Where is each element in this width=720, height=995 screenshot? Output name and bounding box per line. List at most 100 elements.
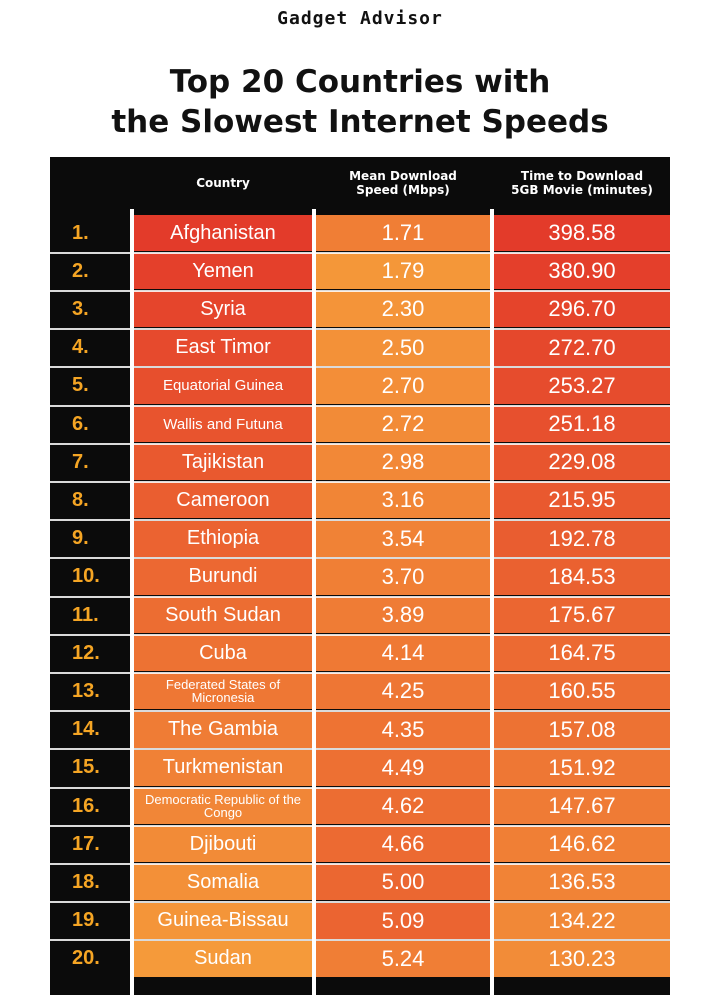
download-speed-value: 1.79 [316, 253, 490, 290]
rank-label: 10. [72, 565, 100, 588]
speed-table: Country Mean Download Speed (Mbps) Time … [50, 157, 670, 995]
download-speed-value: 4.49 [316, 749, 490, 786]
country-name: Federated States of Micronesia [134, 673, 312, 710]
header-speed: Mean Download Speed (Mbps) [316, 157, 490, 209]
header-speed-line-2: Speed (Mbps) [356, 183, 450, 197]
row-divider [50, 633, 670, 636]
country-name: Wallis and Futuna [134, 406, 312, 442]
row-divider [50, 595, 670, 598]
rank-label: 19. [72, 909, 100, 932]
country-name: Democratic Republic of the Congo [134, 788, 312, 824]
row-divider [50, 671, 670, 674]
country-name: Somalia [134, 864, 312, 901]
download-speed-value: 4.25 [316, 673, 490, 710]
download-time-value: 380.90 [494, 253, 670, 290]
row-divider [50, 824, 670, 827]
download-speed-value: 3.89 [316, 597, 490, 633]
country-name: Cuba [134, 635, 312, 672]
row-divider [50, 404, 670, 407]
download-time-value: 229.08 [494, 444, 670, 481]
header-time: Time to Download 5GB Movie (minutes) [494, 157, 670, 209]
rank-label: 8. [72, 488, 89, 511]
download-speed-value: 4.35 [316, 711, 490, 748]
rank-label: 18. [72, 870, 100, 893]
country-name: Yemen [134, 253, 312, 290]
rank-label: 11. [72, 603, 99, 626]
download-speed-value: 5.24 [316, 940, 490, 977]
rank-label: 7. [72, 450, 89, 473]
download-speed-value: 5.09 [316, 902, 490, 939]
rank-label: 15. [72, 756, 100, 779]
header-time-line-1: Time to Download [520, 169, 644, 183]
row-divider [50, 557, 670, 560]
row-divider [50, 939, 670, 942]
title-line-1: Top 20 Countries with [169, 64, 551, 100]
country-name: Ethiopia [134, 520, 312, 557]
download-speed-value: 4.66 [316, 826, 490, 863]
row-divider [50, 366, 670, 369]
row-divider [50, 328, 670, 331]
download-time-value: 160.55 [494, 673, 670, 710]
row-divider [50, 901, 670, 904]
country-name: Turkmenistan [134, 749, 312, 786]
download-time-value: 157.08 [494, 711, 670, 748]
download-time-value: 134.22 [494, 902, 670, 939]
rank-label: 9. [72, 527, 89, 550]
download-speed-value: 3.54 [316, 520, 490, 557]
download-time-value: 175.67 [494, 597, 670, 633]
header-country: Country [196, 176, 250, 190]
download-time-value: 296.70 [494, 291, 670, 328]
download-time-value: 398.58 [494, 215, 670, 251]
country-name: Syria [134, 291, 312, 328]
download-speed-value: 2.30 [316, 291, 490, 328]
rank-label: 16. [72, 794, 100, 817]
row-divider [50, 748, 670, 751]
download-time-value: 184.53 [494, 558, 670, 595]
download-speed-value: 2.98 [316, 444, 490, 481]
rank-label: 13. [72, 679, 100, 702]
download-time-value: 164.75 [494, 635, 670, 672]
country-name: Burundi [134, 558, 312, 595]
download-time-value: 272.70 [494, 329, 670, 366]
header-speed-line-1: Mean Download [349, 169, 457, 183]
brand-logo: Gadget Advisor [277, 8, 443, 29]
table-header: Country Mean Download Speed (Mbps) Time … [50, 157, 670, 209]
column-divider [130, 209, 134, 995]
download-time-value: 192.78 [494, 520, 670, 557]
country-name: The Gambia [134, 711, 312, 748]
download-time-value: 136.53 [494, 864, 670, 901]
rank-label: 6. [72, 412, 89, 435]
rank-label: 2. [72, 259, 89, 282]
row-divider [50, 289, 670, 292]
rank-label: 12. [72, 641, 100, 664]
download-speed-value: 2.50 [316, 329, 490, 366]
country-name: Cameroon [134, 482, 312, 519]
rank-label: 3. [72, 297, 89, 320]
country-name: Tajikistan [134, 444, 312, 481]
download-time-value: 130.23 [494, 940, 670, 977]
download-time-value: 147.67 [494, 788, 670, 824]
download-speed-value: 3.70 [316, 558, 490, 595]
row-divider [50, 519, 670, 522]
country-name: Afghanistan [134, 215, 312, 251]
column-divider [490, 209, 494, 995]
rank-label: 1. [72, 221, 89, 244]
download-time-value: 146.62 [494, 826, 670, 863]
row-divider [50, 480, 670, 483]
rank-label: 4. [72, 336, 89, 359]
row-divider [50, 251, 670, 254]
country-name: Guinea-Bissau [134, 902, 312, 939]
country-name: Equatorial Guinea [134, 367, 312, 404]
rank-label: 5. [72, 374, 89, 397]
title-line-2: the Slowest Internet Speeds [111, 104, 609, 140]
download-time-value: 251.18 [494, 406, 670, 442]
rank-label: 20. [72, 947, 100, 970]
download-time-value: 253.27 [494, 367, 670, 404]
download-speed-value: 2.72 [316, 406, 490, 442]
row-divider [50, 710, 670, 713]
header-time-line-2: 5GB Movie (minutes) [511, 183, 653, 197]
download-time-value: 151.92 [494, 749, 670, 786]
country-name: Djibouti [134, 826, 312, 863]
download-speed-value: 5.00 [316, 864, 490, 901]
row-divider [50, 442, 670, 445]
